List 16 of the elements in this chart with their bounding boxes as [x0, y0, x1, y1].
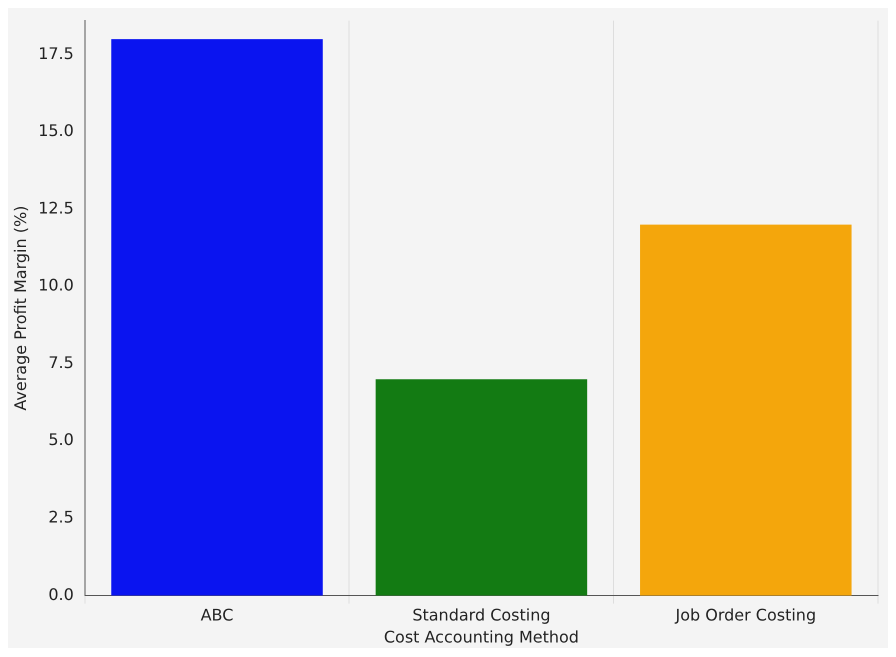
y-tick-label: 0.0: [48, 584, 74, 604]
y-tick-label: 15.0: [38, 121, 74, 140]
y-tick-label: 2.5: [48, 507, 74, 526]
bar: [111, 39, 323, 596]
y-tick-label: 7.5: [48, 352, 74, 372]
y-tick-label: 12.5: [38, 198, 74, 218]
y-tick-label: 10.0: [38, 276, 74, 295]
y-axis-title: Average Profit Margin (%): [10, 206, 30, 411]
x-tick-label: Standard Costing: [412, 605, 551, 624]
x-tick-label: Job Order Costing: [674, 605, 816, 624]
x-tick-label: ABC: [200, 605, 234, 624]
bar: [640, 224, 852, 596]
y-tick-label: 17.5: [38, 44, 74, 63]
bar: [376, 379, 588, 596]
y-tick-label: 5.0: [48, 430, 74, 450]
x-axis-title: Cost Accounting Method: [384, 628, 579, 647]
